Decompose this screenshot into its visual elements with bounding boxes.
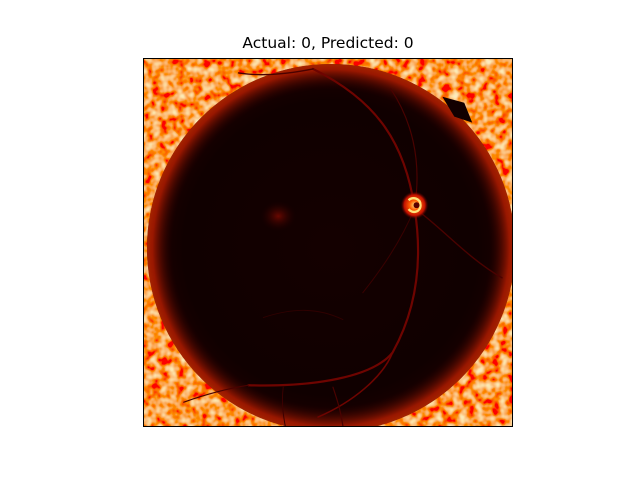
macula-spot (260, 201, 297, 232)
plot-title: Actual: 0, Predicted: 0 (242, 34, 414, 52)
fundus-heatmap-image (144, 59, 512, 426)
image-axes (143, 58, 513, 427)
